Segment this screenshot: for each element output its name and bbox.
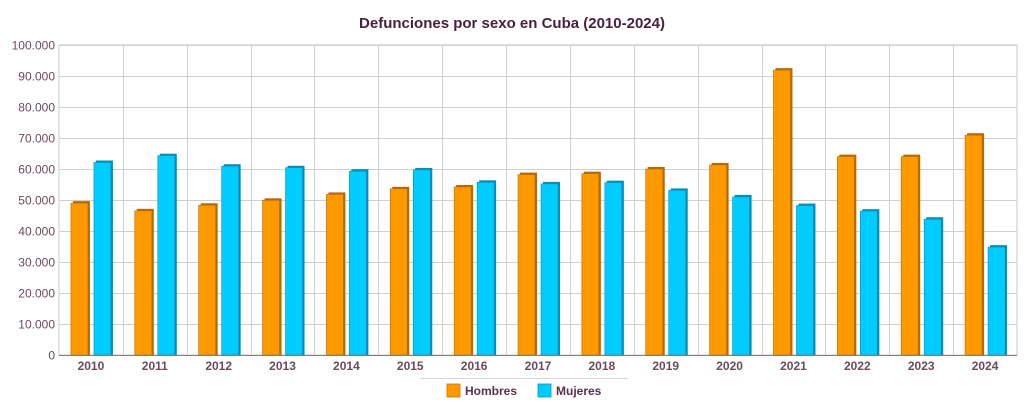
bar-hombres-2018 bbox=[581, 171, 601, 356]
x-tick-label: 2020 bbox=[716, 359, 743, 373]
bar-mujeres-2012 bbox=[221, 164, 241, 356]
x-tick-label: 2017 bbox=[525, 359, 552, 373]
y-axis: 0 10.000 20.000 30.000 40.000 50.000 60.000 70.… bbox=[12, 39, 56, 363]
y-tick-label: 70.000 bbox=[18, 132, 55, 146]
bar-hombres-2014 bbox=[326, 192, 346, 356]
bar-hombres-2023 bbox=[900, 154, 921, 356]
x-tick-label: 2022 bbox=[844, 359, 871, 373]
y-tick-label: 40.000 bbox=[18, 225, 55, 239]
bar bbox=[326, 194, 344, 356]
bar bbox=[923, 218, 942, 356]
x-tick-label: 2014 bbox=[333, 359, 360, 373]
bar-mujeres-2020 bbox=[732, 194, 752, 356]
bar-hombres-2022 bbox=[837, 154, 857, 356]
bar bbox=[198, 204, 216, 356]
bar-hombres-2017 bbox=[517, 172, 537, 356]
bar bbox=[987, 246, 1006, 356]
x-tick-label: 2021 bbox=[780, 359, 807, 373]
bar-hombres-2021 bbox=[773, 68, 793, 356]
bar-hombres-2013 bbox=[262, 198, 282, 356]
bar bbox=[773, 69, 791, 356]
y-tick-label: 20.000 bbox=[18, 287, 55, 301]
bar bbox=[517, 174, 536, 356]
bar bbox=[221, 165, 239, 356]
y-tick-label: 0 bbox=[48, 349, 55, 363]
bar-hombres-2019 bbox=[645, 167, 665, 356]
x-tick-label: 2023 bbox=[908, 359, 935, 373]
bar-mujeres-2011 bbox=[157, 153, 177, 356]
bar bbox=[964, 134, 983, 356]
bar-mujeres-2019 bbox=[668, 188, 688, 356]
bar-mujeres-2010 bbox=[93, 160, 113, 356]
x-tick-label: 2011 bbox=[142, 359, 168, 373]
bar bbox=[157, 155, 176, 356]
bar bbox=[645, 168, 664, 356]
bar-mujeres-2014 bbox=[349, 169, 369, 356]
bar bbox=[900, 156, 919, 356]
bar bbox=[285, 167, 303, 356]
bar-mujeres-2024 bbox=[987, 245, 1008, 356]
x-tick-label: 2024 bbox=[972, 359, 999, 373]
bar-hombres-2011 bbox=[134, 208, 154, 356]
bar-mujeres-2018 bbox=[604, 180, 624, 356]
bar-mujeres-2013 bbox=[285, 165, 305, 356]
bar bbox=[860, 210, 878, 356]
x-tick-label: 2018 bbox=[589, 359, 616, 373]
y-tick-label: 100.000 bbox=[12, 39, 56, 53]
x-tick-label: 2010 bbox=[78, 359, 105, 373]
y-tick-label: 90.000 bbox=[18, 70, 55, 84]
bar bbox=[349, 170, 367, 356]
bar-hombres-2024 bbox=[964, 133, 985, 356]
x-tick-label: 2015 bbox=[397, 359, 424, 373]
y-tick-label: 10.000 bbox=[18, 318, 55, 332]
bar bbox=[668, 190, 687, 356]
bar-mujeres-2023 bbox=[923, 217, 944, 356]
bar bbox=[389, 188, 408, 356]
bar bbox=[70, 202, 89, 356]
bar bbox=[709, 164, 727, 356]
legend-swatch-mujeres bbox=[537, 383, 552, 398]
y-tick-label: 80.000 bbox=[18, 101, 55, 115]
bar bbox=[604, 182, 623, 356]
bars bbox=[70, 68, 1008, 356]
x-axis: 2010 2011 2012 2013 2014 2015 2016 2017 2018 2019… bbox=[59, 355, 1017, 373]
bar-hombres-2010 bbox=[70, 201, 90, 356]
legend-label-mujeres: Mujeres bbox=[556, 384, 602, 398]
bar bbox=[93, 162, 112, 356]
bar-hombres-2016 bbox=[453, 184, 474, 356]
x-tick-label: 2019 bbox=[652, 359, 679, 373]
bar bbox=[581, 173, 600, 356]
chart-title: Defunciones por sexo en Cuba (2010-2024) bbox=[359, 15, 665, 32]
bar bbox=[262, 200, 280, 356]
bar bbox=[796, 205, 814, 356]
bar bbox=[134, 210, 153, 356]
bar-mujeres-2016 bbox=[476, 180, 497, 356]
bar-mujeres-2021 bbox=[796, 203, 816, 356]
y-tick-label: 50.000 bbox=[18, 194, 55, 208]
bar-mujeres-2022 bbox=[860, 209, 880, 356]
bar bbox=[540, 183, 559, 356]
bar-hombres-2015 bbox=[389, 186, 410, 356]
x-tick-label: 2012 bbox=[205, 359, 232, 373]
legend-label-hombres: Hombres bbox=[465, 384, 517, 398]
grid bbox=[58, 44, 1018, 356]
bar bbox=[837, 156, 855, 356]
bar-mujeres-2017 bbox=[540, 181, 560, 356]
x-tick-label: 2013 bbox=[269, 359, 296, 373]
bar bbox=[476, 182, 495, 356]
bar-hombres-2012 bbox=[198, 203, 218, 356]
y-tick-label: 30.000 bbox=[18, 256, 55, 270]
legend-swatch-hombres bbox=[446, 383, 461, 398]
bar bbox=[412, 169, 431, 356]
legend: Hombres Mujeres bbox=[420, 378, 628, 398]
bar bbox=[453, 186, 472, 356]
y-tick-label: 60.000 bbox=[18, 163, 55, 177]
bar-hombres-2020 bbox=[709, 162, 729, 356]
bar bbox=[732, 196, 750, 356]
x-tick-label: 2016 bbox=[461, 359, 488, 373]
bar-mujeres-2015 bbox=[412, 167, 433, 356]
